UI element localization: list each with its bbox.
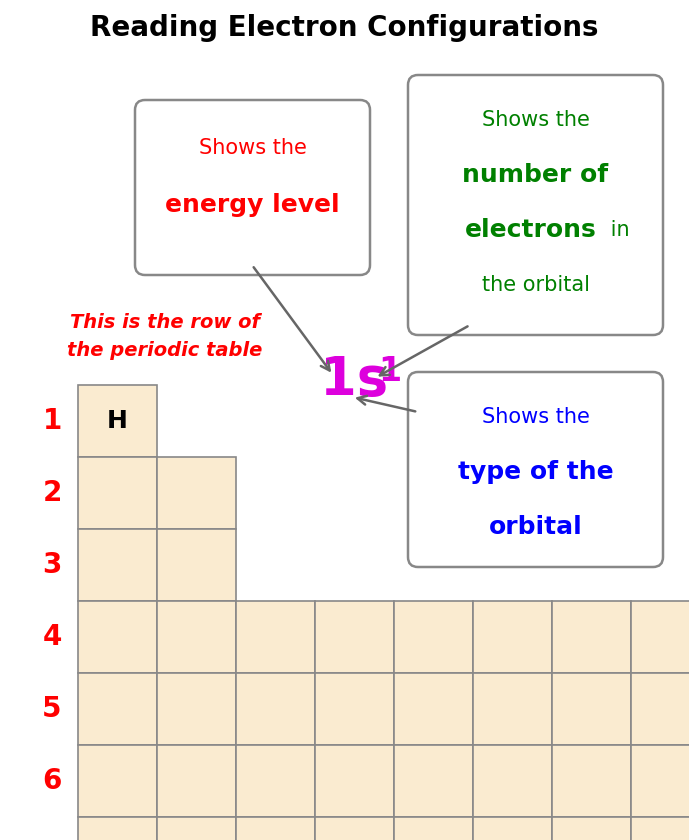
Bar xyxy=(315,673,394,745)
Text: electrons: electrons xyxy=(464,218,597,242)
Text: H: H xyxy=(107,409,128,433)
Bar xyxy=(631,673,689,745)
Text: Shows the: Shows the xyxy=(482,407,589,427)
Bar xyxy=(473,817,552,840)
Text: 4: 4 xyxy=(42,623,62,651)
Text: Reading Electron Configurations: Reading Electron Configurations xyxy=(90,14,598,42)
Text: This is the row of: This is the row of xyxy=(70,312,260,332)
Bar xyxy=(157,457,236,529)
Bar xyxy=(552,601,631,673)
FancyBboxPatch shape xyxy=(135,100,370,275)
Bar xyxy=(236,673,315,745)
Bar xyxy=(236,817,315,840)
Bar xyxy=(631,817,689,840)
Bar xyxy=(552,817,631,840)
Text: in: in xyxy=(604,220,629,240)
Bar xyxy=(394,601,473,673)
Bar xyxy=(315,745,394,817)
Bar xyxy=(157,529,236,601)
Text: type of the: type of the xyxy=(457,460,613,484)
Bar xyxy=(631,601,689,673)
Text: orbital: orbital xyxy=(489,515,582,539)
FancyBboxPatch shape xyxy=(408,372,663,567)
Bar xyxy=(157,673,236,745)
Bar xyxy=(473,745,552,817)
Text: 3: 3 xyxy=(42,551,62,579)
FancyBboxPatch shape xyxy=(408,75,663,335)
Bar xyxy=(473,673,552,745)
Text: Shows the: Shows the xyxy=(198,138,307,158)
Bar xyxy=(157,817,236,840)
Text: 1s: 1s xyxy=(320,354,388,406)
Text: 2: 2 xyxy=(42,479,62,507)
Text: the orbital: the orbital xyxy=(482,275,590,295)
Text: 7: 7 xyxy=(42,839,62,840)
Bar xyxy=(157,745,236,817)
Bar xyxy=(236,745,315,817)
Text: 6: 6 xyxy=(42,767,62,795)
Text: 1: 1 xyxy=(43,407,61,435)
Bar xyxy=(78,817,157,840)
Bar xyxy=(394,817,473,840)
Bar xyxy=(394,745,473,817)
Bar xyxy=(631,745,689,817)
Text: 1: 1 xyxy=(378,355,401,388)
Text: Shows the: Shows the xyxy=(482,110,589,130)
Bar xyxy=(394,673,473,745)
Bar xyxy=(78,673,157,745)
Text: number of: number of xyxy=(462,163,608,187)
Bar xyxy=(552,745,631,817)
Bar xyxy=(78,457,157,529)
Text: 5: 5 xyxy=(42,695,62,723)
Text: energy level: energy level xyxy=(165,193,340,217)
Bar xyxy=(78,745,157,817)
Bar xyxy=(315,601,394,673)
Bar xyxy=(315,817,394,840)
Bar xyxy=(552,673,631,745)
Bar xyxy=(78,601,157,673)
Bar xyxy=(157,601,236,673)
Bar xyxy=(78,385,157,457)
Bar xyxy=(473,601,552,673)
Bar xyxy=(236,601,315,673)
Text: the periodic table: the periodic table xyxy=(68,340,263,360)
Bar xyxy=(78,529,157,601)
